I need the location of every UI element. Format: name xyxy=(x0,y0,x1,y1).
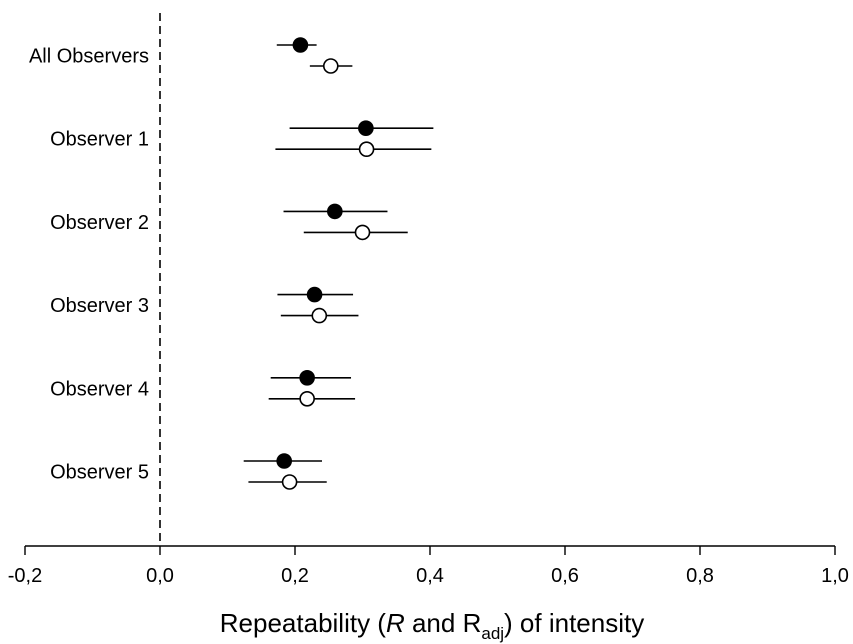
category-label: Observer 1 xyxy=(50,129,149,151)
x-tick-label: 0,6 xyxy=(551,565,579,587)
point-open xyxy=(281,474,298,490)
point-filled xyxy=(358,120,374,136)
point-filled xyxy=(299,369,315,386)
point-open xyxy=(311,307,328,324)
point-filled xyxy=(292,37,309,53)
category-label: Observer 5 xyxy=(50,462,149,484)
point-open xyxy=(299,390,315,407)
x-tick-label: 0,0 xyxy=(146,565,174,587)
x-tick-label: 0,2 xyxy=(281,565,309,587)
x-tick-label: 0,8 xyxy=(686,565,714,587)
point-filled xyxy=(276,453,293,469)
x-tick-label: -0,2 xyxy=(8,565,42,587)
x-tick-label: 1,0 xyxy=(821,565,849,587)
x-tick-label: 0,4 xyxy=(416,565,444,587)
point-open xyxy=(354,224,371,241)
category-label: Observer 3 xyxy=(50,295,149,317)
point-open xyxy=(358,141,375,157)
x-axis-title: Repeatability (R and Radj) of intensity xyxy=(220,608,644,643)
category-label: All Observers xyxy=(29,46,149,68)
point-open xyxy=(322,58,339,74)
point-filled xyxy=(327,203,343,220)
point-filled xyxy=(306,286,323,303)
category-label: Observer 2 xyxy=(50,212,149,234)
category-label: Observer 4 xyxy=(50,378,149,400)
